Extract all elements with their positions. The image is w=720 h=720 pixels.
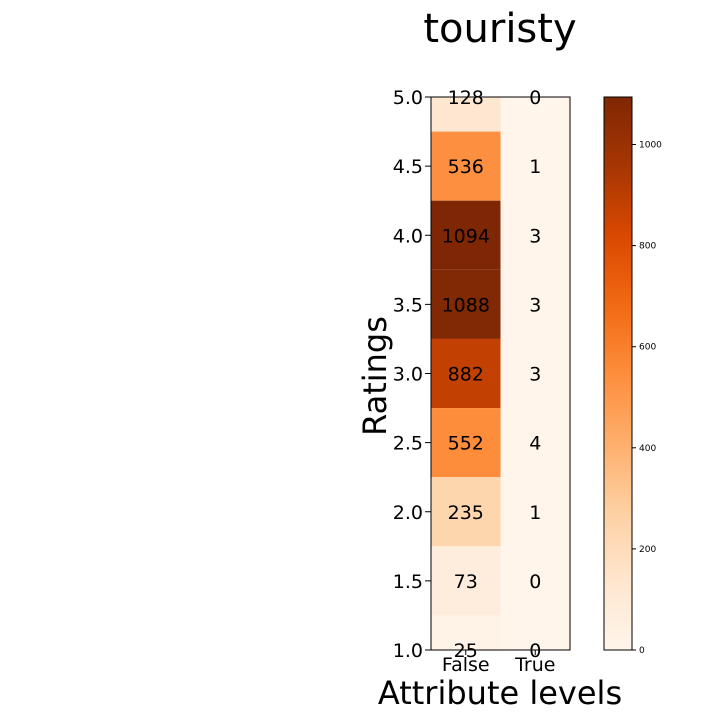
heatmap-cell xyxy=(500,408,570,478)
heatmap-cell xyxy=(500,477,570,547)
chart-title: touristy xyxy=(423,6,576,52)
heatmap-cell xyxy=(500,269,570,339)
y-tick-label: 3.5 xyxy=(393,294,423,316)
colorbar-tick-label: 1000 xyxy=(639,141,662,151)
colorbar-tick-label: 400 xyxy=(639,444,656,454)
heatmap-cell xyxy=(431,615,501,650)
cell-value-label: 1094 xyxy=(442,225,490,247)
heatmap-cell xyxy=(431,269,501,339)
heatmap-cell xyxy=(431,131,501,201)
heatmap-cell xyxy=(500,546,570,616)
heatmap-cell xyxy=(500,200,570,270)
heatmap-cell xyxy=(500,131,570,201)
heatmap-cell xyxy=(500,97,570,132)
colorbar xyxy=(603,96,633,651)
cell-value-label: 536 xyxy=(448,156,484,178)
x-tick-label: False xyxy=(442,654,490,676)
y-tick-label: 5.0 xyxy=(393,87,423,109)
cell-value-label: 882 xyxy=(448,364,484,386)
heatmap-cell xyxy=(431,200,501,270)
cell-value-label: 128 xyxy=(448,87,484,109)
y-tick-label: 1.0 xyxy=(393,640,423,662)
cell-value-label: 1088 xyxy=(442,294,490,316)
cell-value-label: 1 xyxy=(529,156,541,178)
y-tick-label: 2.5 xyxy=(393,433,423,455)
colorbar-ticks: 0 200 400 600 800 1000 xyxy=(632,141,662,656)
y-tick-label: 4.0 xyxy=(393,225,423,247)
heatmap-cell xyxy=(500,615,570,650)
heatmap-cell xyxy=(500,338,570,409)
y-tick-label: 4.5 xyxy=(393,156,423,178)
cell-value-label: 3 xyxy=(529,225,541,247)
cell-value-label: 3 xyxy=(529,364,541,386)
y-tick-label: 1.5 xyxy=(393,571,423,593)
heatmap-cells xyxy=(431,97,570,650)
cell-value-label: 4 xyxy=(529,433,541,455)
cell-value-label: 0 xyxy=(529,87,541,109)
cell-value-label: 1 xyxy=(529,502,541,524)
colorbar-tick-label: 600 xyxy=(639,343,656,353)
heatmap-cell xyxy=(431,97,501,132)
y-tick-label: 2.0 xyxy=(393,502,423,524)
cell-value-label: 552 xyxy=(448,433,484,455)
heatmap-cell xyxy=(431,477,501,547)
x-tick-label: True xyxy=(514,654,555,676)
colorbar-tick-label: 200 xyxy=(639,545,656,555)
cell-value-label: 235 xyxy=(448,502,484,524)
heatmap-cell xyxy=(431,546,501,616)
y-axis-label: Ratings xyxy=(356,316,394,436)
x-axis-label: Attribute levels xyxy=(378,674,622,712)
cell-value-label: 3 xyxy=(529,294,541,316)
cell-value-label: 73 xyxy=(454,571,478,593)
colorbar-tick-label: 0 xyxy=(639,646,645,656)
x-axis-ticks: False True xyxy=(442,650,555,676)
heatmap-cell xyxy=(431,408,501,478)
y-tick-label: 3.0 xyxy=(393,364,423,386)
cell-value-label: 0 xyxy=(529,571,541,593)
heatmap-cell xyxy=(431,338,501,409)
colorbar-tick-label: 800 xyxy=(639,242,656,252)
y-axis-ticks: 1.0 1.5 2.0 2.5 3.0 3.5 4.0 4.5 5.0 xyxy=(393,87,431,662)
